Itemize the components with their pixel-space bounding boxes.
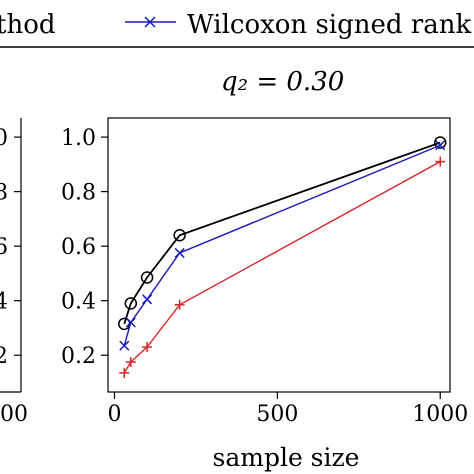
x-tick-label: 0: [108, 402, 122, 427]
data-point-x: [435, 140, 446, 151]
left-panel-y-tick-label: 0.4: [0, 290, 8, 315]
x-tick-label: 1000: [412, 402, 468, 427]
data-point-plus: [174, 299, 185, 310]
x-axis-label: sample size: [213, 443, 360, 472]
left-panel: 1.0 0.8 0.6 0.4 0.2 1000: [0, 118, 28, 427]
legend-blue-x-marker: [144, 16, 156, 28]
left-panel-x-tick-label: 1000: [0, 402, 28, 427]
data-point-plus: [119, 367, 130, 378]
y-tick-label: 0.4: [61, 290, 96, 315]
data-point-x: [125, 317, 136, 328]
y-tick-label: 0.6: [61, 235, 96, 260]
data-point-circle: [173, 228, 186, 242]
left-panel-y-tick-label: 1.0: [0, 126, 8, 151]
left-panel-y-tick-label: 0.8: [0, 181, 8, 206]
panel-title: q₂ = 0.30: [221, 67, 344, 97]
data-point-circle: [140, 271, 154, 284]
data-point-x: [174, 247, 185, 258]
data-point-circle: [124, 297, 138, 310]
legend-left-text: thod: [0, 10, 56, 40]
data-point-x: [119, 340, 130, 351]
data-point-circle: [433, 136, 447, 149]
legend-label-wilcoxon: Wilcoxon signed rank: [187, 10, 471, 40]
left-panel-y-tick-label: 0.6: [0, 235, 8, 260]
series-line-plus: [123, 161, 441, 374]
data-point-plus: [435, 156, 446, 167]
y-tick-label: 0.8: [61, 181, 96, 206]
data-point-x: [142, 294, 153, 305]
plot-frame: [107, 117, 451, 393]
data-point-plus: [125, 357, 136, 368]
x-tick-label: 500: [256, 402, 298, 427]
series-line-circle: [123, 141, 441, 325]
data-point-plus: [142, 342, 153, 353]
left-panel-y-tick-label: 0.2: [0, 344, 8, 369]
y-tick-label: 1.0: [61, 126, 96, 151]
y-tick-label: 0.2: [61, 344, 96, 369]
legend: thod Wilcoxon signed rank: [0, 10, 474, 48]
